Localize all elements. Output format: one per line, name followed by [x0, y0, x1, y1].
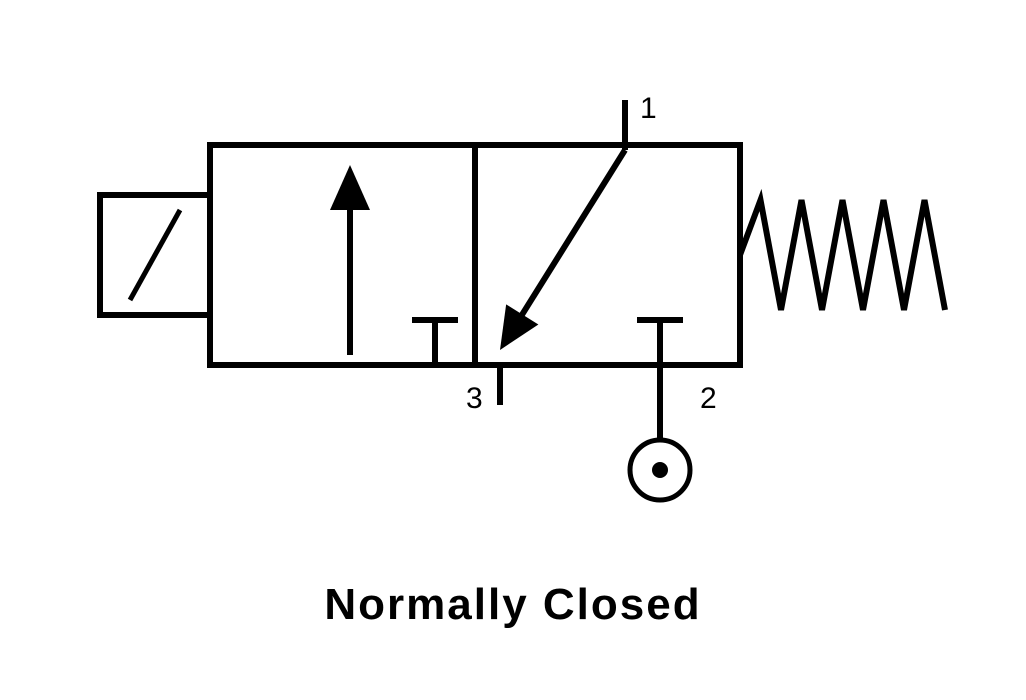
valve-diagram: 1 2 3	[0, 0, 1026, 580]
svg-text:2: 2	[700, 382, 717, 415]
diagram-caption: Normally Closed	[0, 580, 1026, 630]
svg-text:1: 1	[640, 92, 657, 125]
svg-text:3: 3	[466, 382, 483, 415]
